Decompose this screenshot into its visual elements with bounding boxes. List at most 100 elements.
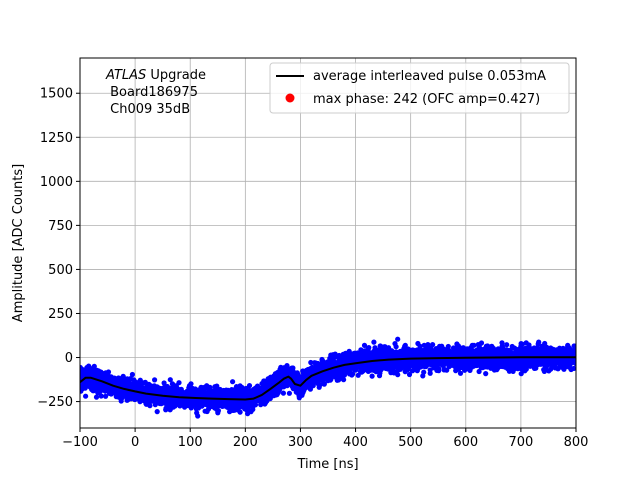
sample-point xyxy=(91,363,97,369)
sample-point xyxy=(500,363,506,370)
sample-point xyxy=(118,398,124,404)
sample-point xyxy=(414,347,420,353)
sample-point xyxy=(444,367,450,373)
sample-point xyxy=(355,372,361,378)
sample-point xyxy=(415,340,421,347)
sample-point xyxy=(167,377,173,383)
sample-point xyxy=(518,371,524,377)
sample-point xyxy=(126,377,133,383)
sample-point xyxy=(278,364,284,370)
sample-point xyxy=(245,407,251,413)
sample-point xyxy=(495,365,501,371)
sample-point xyxy=(533,365,539,371)
sample-point xyxy=(300,376,306,382)
sample-point xyxy=(349,372,355,378)
sample-point xyxy=(129,371,135,378)
sample-point xyxy=(351,350,357,356)
sample-point xyxy=(212,405,218,411)
sample-point xyxy=(154,409,160,415)
sample-point xyxy=(395,336,401,342)
sample-point xyxy=(91,388,97,394)
sample-point xyxy=(566,364,572,370)
sample-point xyxy=(250,387,257,393)
sample-point xyxy=(206,390,213,396)
sample-point xyxy=(113,390,119,396)
sample-point xyxy=(467,363,474,370)
sample-point xyxy=(320,377,326,383)
sample-point xyxy=(365,346,371,352)
sample-point xyxy=(313,360,319,366)
sample-point xyxy=(230,379,236,385)
sample-point xyxy=(525,344,532,350)
sample-point xyxy=(231,404,237,410)
sample-point xyxy=(421,342,427,348)
sample-point xyxy=(356,356,362,362)
sample-point xyxy=(194,410,200,416)
sample-point xyxy=(167,407,173,413)
sample-point xyxy=(82,367,88,373)
sample-point xyxy=(369,373,375,379)
sample-point xyxy=(83,393,89,399)
sample-point xyxy=(246,383,253,389)
sample-point xyxy=(361,342,368,348)
sample-point xyxy=(475,342,481,348)
sample-point xyxy=(494,352,500,358)
sample-point xyxy=(93,394,100,400)
sample-point xyxy=(381,348,387,354)
sample-point xyxy=(481,350,487,356)
sample-point xyxy=(250,392,256,398)
sample-point xyxy=(104,371,110,377)
sample-point xyxy=(80,383,84,389)
sample-point xyxy=(353,367,359,373)
sample-point xyxy=(420,373,426,379)
sample-point xyxy=(98,393,104,399)
sample-point xyxy=(118,392,124,398)
sample-point xyxy=(392,341,398,347)
sample-point xyxy=(523,340,529,346)
sample-point xyxy=(327,377,333,383)
sample-point xyxy=(151,389,157,395)
sample-point xyxy=(109,388,115,394)
sample-point xyxy=(542,365,549,371)
sample-point xyxy=(317,382,323,388)
sample-point xyxy=(169,381,175,387)
sample-point xyxy=(105,376,111,382)
sample-point xyxy=(402,342,408,348)
sample-point xyxy=(290,368,296,374)
sample-point xyxy=(391,370,397,376)
sample-point xyxy=(320,358,326,364)
sample-point xyxy=(188,405,194,411)
sample-point xyxy=(468,345,474,351)
sample-point xyxy=(132,396,138,403)
sample-point xyxy=(341,377,347,383)
sample-point xyxy=(522,368,528,374)
sample-point xyxy=(374,352,380,358)
sample-point xyxy=(568,348,574,354)
sample-point xyxy=(555,366,561,372)
sample-point xyxy=(286,390,292,396)
sample-point xyxy=(103,393,109,399)
sample-point xyxy=(86,363,92,369)
sample-point xyxy=(534,345,540,351)
sample-point xyxy=(518,362,525,368)
sample-point xyxy=(312,364,318,370)
sample-point xyxy=(327,355,333,361)
sample-point xyxy=(218,389,224,395)
sample-point xyxy=(128,382,134,388)
sample-point xyxy=(330,368,336,374)
sample-point xyxy=(393,350,399,356)
sample-point xyxy=(260,399,266,405)
sample-point xyxy=(80,372,86,378)
sample-point xyxy=(573,343,576,349)
sample-point xyxy=(161,380,167,386)
sample-point xyxy=(377,343,383,349)
sample-point xyxy=(235,386,241,392)
sample-point xyxy=(214,383,220,389)
sample-point xyxy=(504,342,510,348)
sample-point xyxy=(548,345,554,351)
sample-point xyxy=(308,359,314,366)
sample-point xyxy=(439,343,445,349)
sample-point xyxy=(163,405,169,411)
sample-point xyxy=(336,377,342,383)
